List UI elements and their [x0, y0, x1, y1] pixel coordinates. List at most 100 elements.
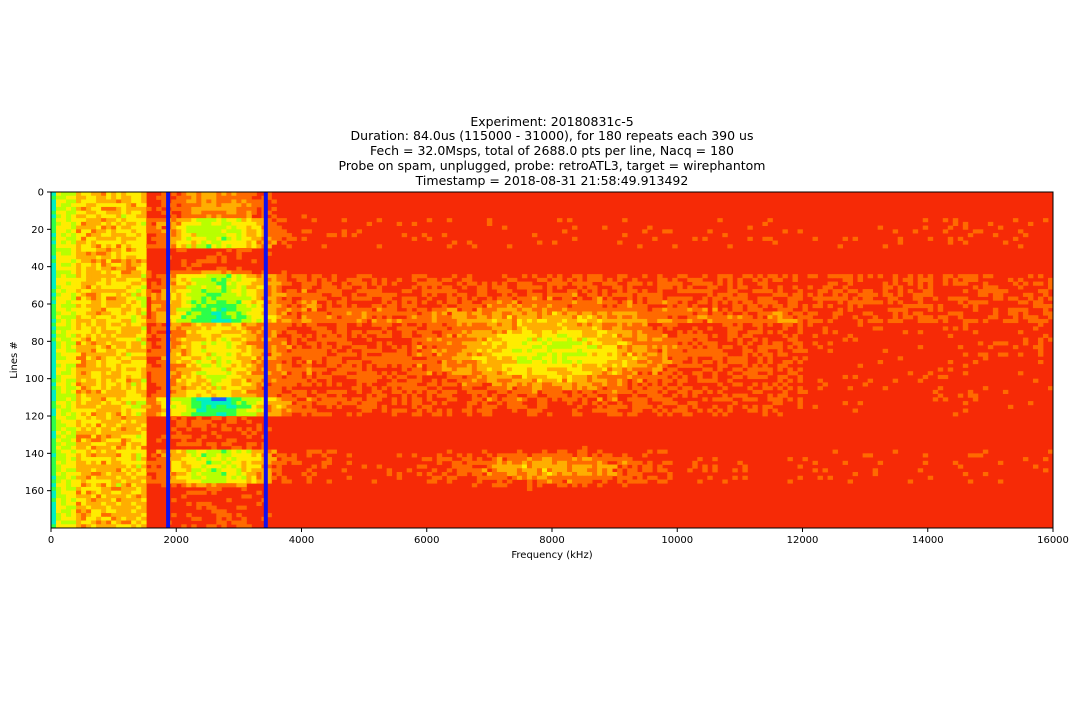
heatmap-cell [406, 386, 413, 391]
chart-title-line-3: Fech = 32.0Msps, total of 2688.0 pts per… [370, 143, 734, 158]
heatmap-cell [181, 233, 187, 238]
heatmap-cell [281, 300, 287, 305]
heatmap-cell [717, 218, 723, 223]
heatmap-cell [251, 378, 257, 383]
heatmap-cell [647, 281, 653, 286]
heatmap-cell [141, 356, 147, 361]
heatmap-cell [922, 225, 929, 230]
heatmap-cell [712, 315, 718, 320]
heatmap-cell [672, 300, 678, 305]
heatmap-cell [892, 281, 899, 286]
heatmap-cell [171, 363, 177, 368]
heatmap-cell [251, 386, 257, 391]
heatmap-cell [531, 337, 538, 342]
heatmap-cell [181, 356, 187, 361]
heatmap-cell [807, 322, 813, 327]
heatmap-cell [1047, 315, 1054, 320]
heatmap-cell [206, 330, 212, 335]
heatmap-cell [351, 333, 358, 338]
heatmap-cell [191, 233, 197, 238]
heatmap-cell [747, 318, 753, 324]
heatmap-cell [266, 315, 272, 320]
heatmap-cell [852, 374, 859, 380]
heatmap-cell [76, 218, 82, 223]
heatmap-cell [982, 318, 989, 324]
heatmap-cell [336, 337, 342, 342]
heatmap-cell [617, 274, 623, 279]
heatmap-cell [211, 214, 217, 219]
heatmap-cell [96, 389, 102, 394]
heatmap-cell [96, 311, 102, 316]
heatmap-cell [431, 318, 438, 324]
heatmap-cell [176, 386, 182, 391]
heatmap-cell [386, 322, 393, 327]
heatmap-cell [516, 322, 523, 327]
heatmap-cell [221, 296, 227, 301]
heatmap-cell [697, 378, 703, 383]
heatmap-cell [471, 315, 478, 320]
heatmap-cell [236, 225, 242, 230]
heatmap-cell [361, 311, 368, 316]
heatmap-cell [126, 214, 132, 219]
heatmap-cell [511, 307, 518, 312]
heatmap-cell [662, 378, 668, 383]
heatmap-cell [627, 304, 633, 309]
heatmap-cell [181, 348, 187, 353]
heatmap-cell [446, 352, 453, 357]
heatmap-cell [286, 356, 292, 361]
heatmap-cell [101, 206, 107, 212]
heatmap-cell [176, 371, 182, 376]
heatmap-cell [151, 296, 157, 301]
heatmap-cell [186, 322, 192, 327]
heatmap-cell [161, 192, 167, 197]
heatmap-cell [491, 281, 498, 286]
heatmap-cell [496, 356, 503, 361]
heatmap-cell [672, 296, 678, 301]
heatmap-cell [541, 378, 548, 383]
heatmap-cell [171, 289, 177, 294]
heatmap-cell [71, 386, 77, 391]
heatmap-cell [331, 277, 337, 282]
heatmap-cell [526, 330, 533, 335]
heatmap-cell [86, 371, 92, 376]
heatmap-cell [86, 393, 92, 398]
heatmap-cell [597, 367, 603, 372]
heatmap-cell [536, 371, 543, 376]
heatmap-cell [802, 315, 808, 320]
heatmap-cell [201, 195, 207, 200]
heatmap-cell [91, 262, 97, 268]
heatmap-cell [677, 356, 683, 361]
heatmap-cell [161, 203, 167, 208]
heatmap-cell [256, 229, 262, 234]
heatmap-cell [96, 330, 102, 335]
heatmap-cell [141, 270, 147, 275]
heatmap-cell [91, 221, 97, 226]
heatmap-cell [431, 382, 438, 387]
heatmap-cell [211, 356, 217, 361]
heatmap-cell [241, 389, 247, 394]
heatmap-cell [501, 333, 508, 338]
heatmap-cell [907, 315, 914, 320]
heatmap-cell [61, 266, 67, 271]
heatmap-cell [577, 296, 583, 301]
heatmap-cell [106, 337, 112, 342]
heatmap-cell [381, 322, 388, 327]
heatmap-cell [266, 229, 272, 234]
heatmap-cell [176, 218, 182, 223]
heatmap-cell [592, 285, 598, 290]
heatmap-cell [922, 277, 929, 282]
heatmap-cell [466, 277, 473, 282]
heatmap-cell [96, 270, 102, 275]
heatmap-cell [987, 289, 994, 294]
heatmap-cell [181, 244, 187, 249]
heatmap-cell [181, 203, 187, 208]
heatmap-cell [306, 304, 312, 309]
heatmap-cell [201, 360, 207, 365]
heatmap-cell [692, 277, 698, 282]
heatmap-cell [276, 386, 282, 391]
heatmap-cell [757, 330, 763, 335]
heatmap-cell [431, 277, 438, 282]
heatmap-cell [196, 206, 202, 212]
heatmap-cell [251, 322, 257, 327]
heatmap-cell [171, 244, 177, 249]
